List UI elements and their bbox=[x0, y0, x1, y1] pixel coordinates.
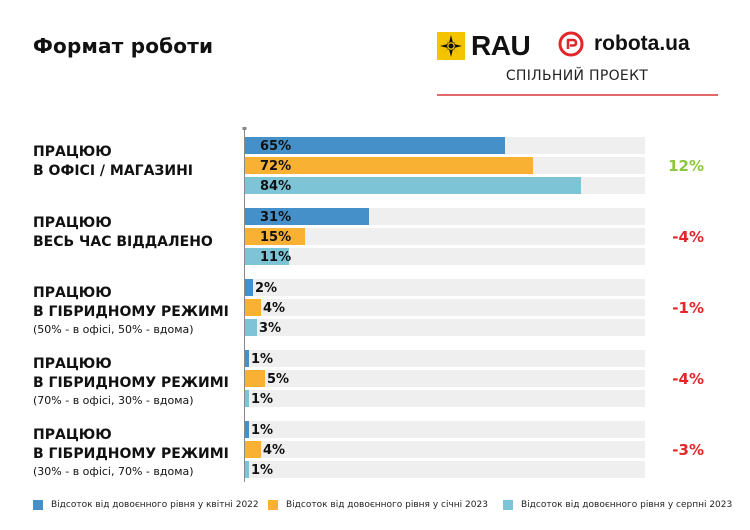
bar-track bbox=[245, 279, 645, 296]
bar bbox=[245, 228, 305, 245]
bar bbox=[245, 319, 257, 336]
page-title: Формат роботи bbox=[33, 34, 214, 58]
bar-value-label: 65% bbox=[260, 139, 291, 154]
bar-value-label: 15% bbox=[260, 230, 291, 245]
bar bbox=[245, 299, 261, 316]
legend-swatch bbox=[33, 500, 43, 510]
bar-value-label: 84% bbox=[260, 179, 291, 194]
bar bbox=[245, 248, 289, 265]
joint-project-label: СПІЛЬНИЙ ПРОЕКТ bbox=[505, 68, 649, 84]
bar-value-label: 2% bbox=[255, 281, 277, 296]
robota-logo: robota.ua bbox=[558, 31, 690, 57]
bar-value-label: 11% bbox=[260, 250, 291, 265]
change-value: 12% bbox=[668, 157, 704, 175]
category-label-line: В ОФІСІ / МАГАЗИНІ bbox=[33, 163, 193, 179]
chart-legend: Відсоток від довоєнного рівня у квітні 2… bbox=[0, 500, 750, 514]
change-value: -4% bbox=[672, 228, 704, 246]
bar bbox=[245, 390, 249, 407]
bar bbox=[245, 370, 265, 387]
legend-swatch bbox=[268, 500, 278, 510]
legend-item: Відсоток від довоєнного рівня у квітні 2… bbox=[33, 500, 259, 510]
bar-track bbox=[245, 299, 645, 316]
bar bbox=[245, 208, 369, 225]
legend-item: Відсоток від довоєнного рівня у січні 20… bbox=[268, 500, 488, 510]
bar-track bbox=[245, 390, 645, 407]
bar-track bbox=[245, 441, 645, 458]
bar bbox=[245, 279, 253, 296]
category-note: (70% - в офісі, 30% - вдома) bbox=[33, 394, 194, 407]
category-label-line: ВЕСЬ ЧАС ВІДДАЛЕНО bbox=[33, 234, 213, 250]
category-label-line: ПРАЦЮЮ bbox=[33, 285, 112, 301]
axis-tick bbox=[242, 127, 247, 130]
bar-value-label: 3% bbox=[259, 321, 281, 336]
bar-track bbox=[245, 228, 645, 245]
bar-value-label: 4% bbox=[263, 301, 285, 316]
rau-star-icon bbox=[437, 32, 465, 60]
rau-logo-text: RAU bbox=[471, 30, 531, 61]
robota-r-icon bbox=[558, 31, 584, 57]
bar-value-label: 1% bbox=[251, 392, 273, 407]
legend-label: Відсоток від довоєнного рівня у січні 20… bbox=[286, 500, 488, 510]
bar bbox=[245, 441, 261, 458]
bar-value-label: 31% bbox=[260, 210, 291, 225]
category-label-line: ПРАЦЮЮ bbox=[33, 215, 112, 231]
legend-item: Відсоток від довоєнного рівня у серпні 2… bbox=[503, 500, 732, 510]
bar bbox=[245, 350, 249, 367]
change-value: -3% bbox=[672, 441, 704, 459]
bar-value-label: 72% bbox=[260, 159, 291, 174]
bar-track bbox=[245, 421, 645, 438]
category-label-line: ПРАЦЮЮ bbox=[33, 427, 112, 443]
bar bbox=[245, 157, 533, 174]
legend-swatch bbox=[503, 500, 513, 510]
robota-logo-text: robota.ua bbox=[594, 32, 690, 55]
bar-value-label: 4% bbox=[263, 443, 285, 458]
rau-logo: RAU bbox=[437, 30, 531, 62]
bar-track bbox=[245, 370, 645, 387]
bar-value-label: 5% bbox=[267, 372, 289, 387]
category-note: (30% - в офісі, 70% - вдома) bbox=[33, 465, 194, 478]
category-label-line: В ГІБРИДНОМУ РЕЖИМІ bbox=[33, 446, 229, 462]
change-value: -4% bbox=[672, 370, 704, 388]
legend-label: Відсоток від довоєнного рівня у серпні 2… bbox=[521, 500, 733, 510]
category-label-line: ПРАЦЮЮ bbox=[33, 356, 112, 372]
bar bbox=[245, 461, 249, 478]
bar-value-label: 1% bbox=[251, 352, 273, 367]
change-value: -1% bbox=[672, 299, 704, 317]
header-divider bbox=[437, 94, 718, 96]
legend-label: Відсоток від довоєнного рівня у квітні 2… bbox=[51, 500, 259, 510]
bar-chart: ПРАЦЮЮ В ОФІСІ / МАГАЗИНІ 65% 72% 84% 12% ПРАЦ… bbox=[33, 127, 704, 482]
bar bbox=[245, 137, 505, 154]
bar-track bbox=[245, 248, 645, 265]
category-note: (50% - в офісі, 50% - вдома) bbox=[33, 323, 194, 336]
bar-value-label: 1% bbox=[251, 423, 273, 438]
bar bbox=[245, 177, 581, 194]
bar-track bbox=[245, 461, 645, 478]
bar-value-label: 1% bbox=[251, 463, 273, 478]
category-label-line: В ГІБРИДНОМУ РЕЖИМІ bbox=[33, 375, 229, 391]
category-label-line: ПРАЦЮЮ bbox=[33, 144, 112, 160]
category-label-line: В ГІБРИДНОМУ РЕЖИМІ bbox=[33, 304, 229, 320]
bar bbox=[245, 421, 249, 438]
bar-track bbox=[245, 319, 645, 336]
bar-track bbox=[245, 350, 645, 367]
